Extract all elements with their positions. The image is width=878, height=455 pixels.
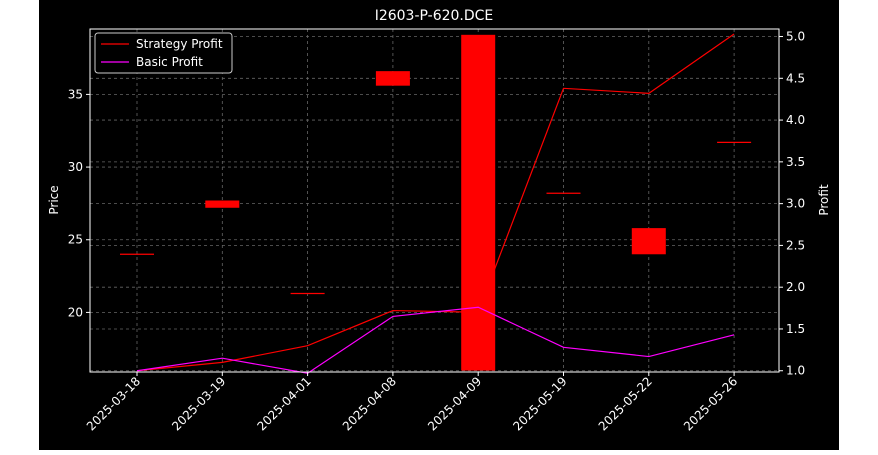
right-tick-label: 2.0 — [786, 280, 805, 294]
chart-title: I2603-P-620.DCE — [375, 8, 494, 24]
left-tick-label: 35 — [68, 87, 83, 101]
legend-label-strategy-profit: Strategy Profit — [136, 37, 223, 51]
profit-lines — [136, 33, 735, 374]
candle — [375, 71, 410, 86]
left-axis: 20 25 30 35 — [68, 87, 90, 319]
left-tick-label: 30 — [68, 160, 83, 174]
right-tick-label: 1.5 — [786, 322, 805, 336]
right-tick-label: 4.5 — [786, 71, 805, 85]
left-tick-label: 25 — [68, 233, 83, 247]
series-line — [136, 306, 735, 374]
right-tick-label: 5.0 — [786, 30, 805, 44]
candle — [205, 200, 240, 208]
candle — [461, 34, 496, 371]
right-tick-label: 4.0 — [786, 113, 805, 127]
right-tick-label: 1.0 — [786, 364, 805, 378]
legend-label-basic-profit: Basic Profit — [136, 55, 203, 69]
right-axis: 1.0 1.5 2.0 2.5 3.0 3.5 4.0 4.5 5.0 — [779, 30, 805, 378]
candles — [120, 34, 752, 371]
right-tick-label: 3.5 — [786, 155, 805, 169]
left-tick-label: 20 — [68, 305, 83, 319]
legend-box — [94, 32, 233, 74]
candle — [631, 228, 666, 255]
left-axis-label: Price — [47, 185, 61, 214]
plot-area — [90, 29, 779, 372]
right-tick-label: 2.5 — [786, 238, 805, 252]
right-axis-label: Profit — [817, 184, 831, 216]
legend: Strategy Profit Basic Profit — [94, 32, 233, 74]
plot-frame — [89, 28, 780, 373]
right-tick-label: 3.0 — [786, 197, 805, 211]
